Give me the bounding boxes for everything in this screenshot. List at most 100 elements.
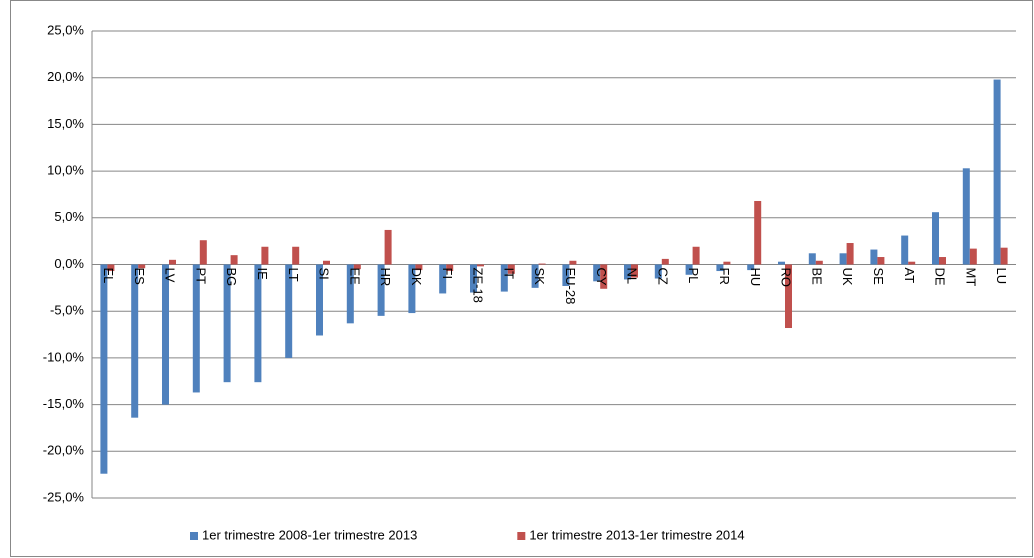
y-tick-label: -5,0% (50, 303, 84, 318)
bar (408, 264, 416, 314)
bar (747, 264, 755, 271)
bar (323, 260, 330, 265)
x-tick-label: LV (163, 268, 178, 283)
bar (562, 264, 570, 286)
x-tick-label: HU (748, 268, 763, 287)
x-tick-label: ZE-18 (471, 268, 486, 303)
x-tick-label: LU (994, 268, 1009, 285)
x-tick-label: EL (101, 268, 116, 284)
x-tick-label: FI (440, 268, 455, 280)
bar (962, 168, 970, 265)
bar (377, 264, 385, 316)
y-tick-label: 25,0% (47, 22, 84, 37)
x-tick-label: SK (532, 268, 547, 286)
x-tick-label: FR (717, 268, 732, 285)
bar (477, 264, 484, 267)
bar (507, 264, 515, 274)
bar (254, 264, 262, 383)
bar (631, 264, 638, 278)
bar (808, 253, 816, 265)
x-tick-label: BG (224, 268, 239, 287)
bar (199, 240, 207, 265)
x-tick-label: MT (963, 268, 978, 287)
bar (939, 257, 946, 265)
x-tick-label: LT (286, 268, 301, 282)
legend-swatch (190, 532, 198, 540)
x-tick-label: HR (378, 268, 393, 287)
bar (932, 212, 939, 265)
y-tick-label: -25,0% (43, 489, 85, 504)
x-tick-label: RO (779, 268, 794, 288)
bar (107, 264, 115, 272)
bar (969, 248, 977, 265)
x-tick-label: NL (625, 268, 640, 285)
bar (261, 246, 269, 265)
bar (846, 243, 854, 265)
bar (654, 264, 662, 279)
bar (292, 246, 300, 265)
bar (901, 235, 909, 265)
bar (569, 260, 577, 265)
bar (1000, 247, 1008, 265)
y-tick-label: 5,0% (54, 209, 84, 224)
x-tick-label: SI (317, 268, 332, 280)
bar (138, 264, 146, 269)
bar (346, 264, 354, 324)
x-tick-label: EE (347, 268, 362, 286)
bar (685, 264, 693, 275)
bar (285, 264, 293, 358)
bar (169, 259, 176, 265)
x-tick-label: ES (132, 268, 147, 286)
bar (470, 264, 477, 293)
bar (908, 261, 916, 265)
bar (439, 264, 447, 294)
bar (716, 264, 724, 272)
x-tick-label: DE (933, 268, 948, 286)
bar (624, 264, 631, 280)
x-tick-label: BE (809, 268, 824, 286)
bar (785, 264, 792, 329)
bar (778, 261, 785, 265)
bar (815, 260, 823, 265)
x-tick-label: AT (902, 268, 917, 284)
bar (162, 264, 169, 405)
y-tick-label: 10,0% (47, 163, 84, 178)
bar (661, 258, 669, 265)
legend-swatch (517, 532, 526, 540)
legend-label: 1er trimestre 2008-1er trimestre 2013 (202, 527, 417, 542)
bar (384, 229, 392, 265)
x-tick-label: DK (409, 268, 424, 286)
x-tick-label: SE (871, 268, 886, 286)
bar (500, 264, 508, 292)
bar (754, 200, 762, 265)
legend-label: 1er trimestre 2013-1er trimestre 2014 (529, 527, 744, 542)
x-tick-label: CY (594, 268, 609, 286)
x-tick-label: EU-28 (563, 268, 578, 305)
bar (538, 263, 546, 265)
bar (192, 264, 200, 393)
bar (723, 261, 731, 265)
chart-border (10, 0, 1033, 557)
x-tick-label: IT (501, 268, 516, 280)
bar (600, 264, 608, 289)
bar (100, 264, 108, 474)
x-tick-label: PL (686, 268, 701, 284)
bar (993, 79, 1001, 265)
x-tick-label: CZ (655, 268, 670, 285)
bar (877, 257, 885, 265)
bar (223, 264, 231, 383)
bar (446, 264, 454, 272)
x-tick-label: IE (255, 268, 270, 281)
y-tick-label: 0,0% (54, 256, 84, 271)
bar (839, 253, 847, 265)
y-tick-label: -15,0% (43, 396, 85, 411)
bar (870, 249, 878, 265)
x-tick-label: UK (840, 268, 855, 286)
bar (692, 246, 700, 265)
y-tick-label: 15,0% (47, 116, 84, 131)
bar (230, 255, 238, 265)
bar (353, 264, 361, 270)
y-tick-label: 20,0% (47, 69, 84, 84)
y-tick-label: -10,0% (43, 349, 85, 364)
x-tick-label: PT (193, 268, 208, 285)
